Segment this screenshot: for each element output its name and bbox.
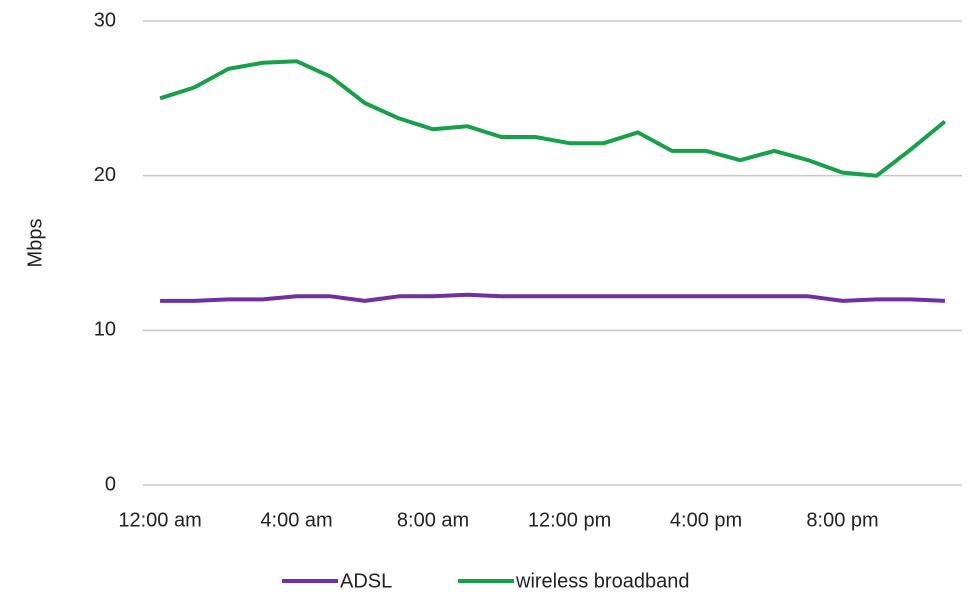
y-tick-label: 10 <box>94 319 116 341</box>
x-tick-label: 12:00 am <box>118 509 201 531</box>
x-tick-label: 4:00 pm <box>670 509 742 531</box>
x-tick-label: 8:00 am <box>397 509 469 531</box>
legend-label: ADSL <box>340 570 392 592</box>
series-line <box>160 292 945 303</box>
series-line <box>159 59 947 178</box>
y-tick-label: 30 <box>94 9 116 31</box>
y-axis-label: Mbps <box>24 219 46 268</box>
legend-label: wireless broadband <box>515 570 689 592</box>
y-tick-label: 0 <box>105 473 116 495</box>
x-tick-label: 4:00 am <box>260 509 332 531</box>
x-tick-label: 12:00 pm <box>528 509 611 531</box>
y-tick-label: 20 <box>94 164 116 186</box>
x-tick-label: 8:00 pm <box>806 509 878 531</box>
